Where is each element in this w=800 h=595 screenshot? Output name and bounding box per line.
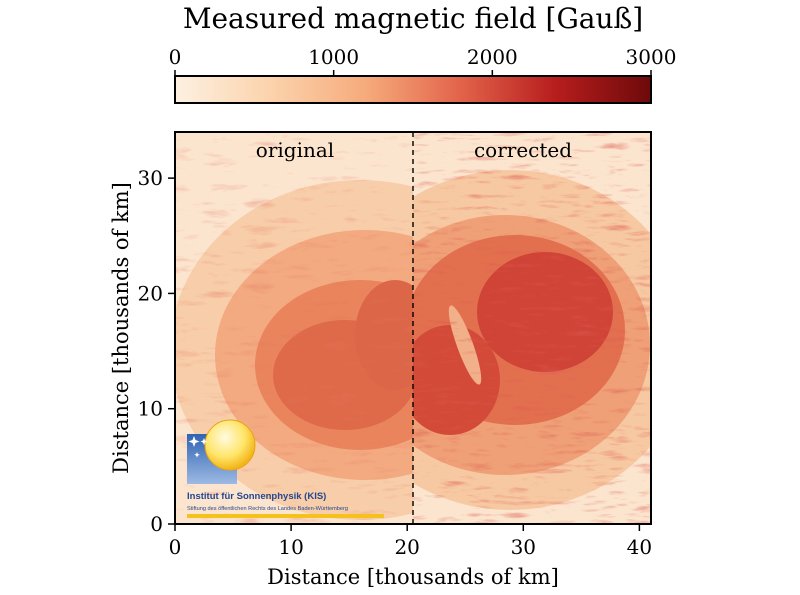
- colorbar-title: Measured magnetic field [Gauß]: [183, 2, 643, 35]
- x-tick-label: 20: [394, 535, 419, 559]
- x-tick-label: 30: [511, 535, 536, 559]
- colorbar-tick-label: 0: [169, 45, 182, 69]
- logo-name: Institut für Sonnenphysik (KIS): [187, 491, 326, 502]
- colorbar-tick-label: 3000: [626, 45, 677, 69]
- logo-sun: [204, 419, 256, 471]
- penumbra-corrected: [413, 132, 651, 524]
- y-axis: 0 10 20 30: [138, 166, 175, 536]
- y-axis-label: Distance [thousands of km]: [109, 182, 133, 474]
- colorbar-ticks: 0 1000 2000 3000: [169, 45, 677, 76]
- y-tick-label: 10: [138, 397, 163, 421]
- plot-frame: [174, 131, 652, 525]
- logo-subtitle: Stiftung des öffentlichen Rechts des Lan…: [187, 506, 348, 512]
- x-tick-label: 10: [278, 535, 303, 559]
- logo-stars-icon: [188, 436, 208, 458]
- y-tick-label: 20: [138, 281, 163, 305]
- kis-logo: Institut für Sonnenphysik (KIS) Stiftung…: [187, 419, 384, 518]
- magnetogram-image: [175, 132, 651, 524]
- logo-bar: [187, 514, 384, 518]
- colorbar: [174, 75, 652, 104]
- x-tick-label: 40: [627, 535, 652, 559]
- x-axis-label: Distance [thousands of km]: [267, 565, 559, 589]
- x-axis: 0 10 20 30 40: [169, 524, 652, 559]
- colorbar-tick-label: 1000: [308, 45, 359, 69]
- colorbar-tick-label: 2000: [467, 45, 518, 69]
- y-tick-label: 30: [138, 166, 163, 190]
- panel-label-corrected: corrected: [474, 138, 572, 162]
- panel-label-original: original: [256, 138, 334, 162]
- x-tick-label: 0: [169, 535, 182, 559]
- y-tick-label: 0: [150, 512, 163, 536]
